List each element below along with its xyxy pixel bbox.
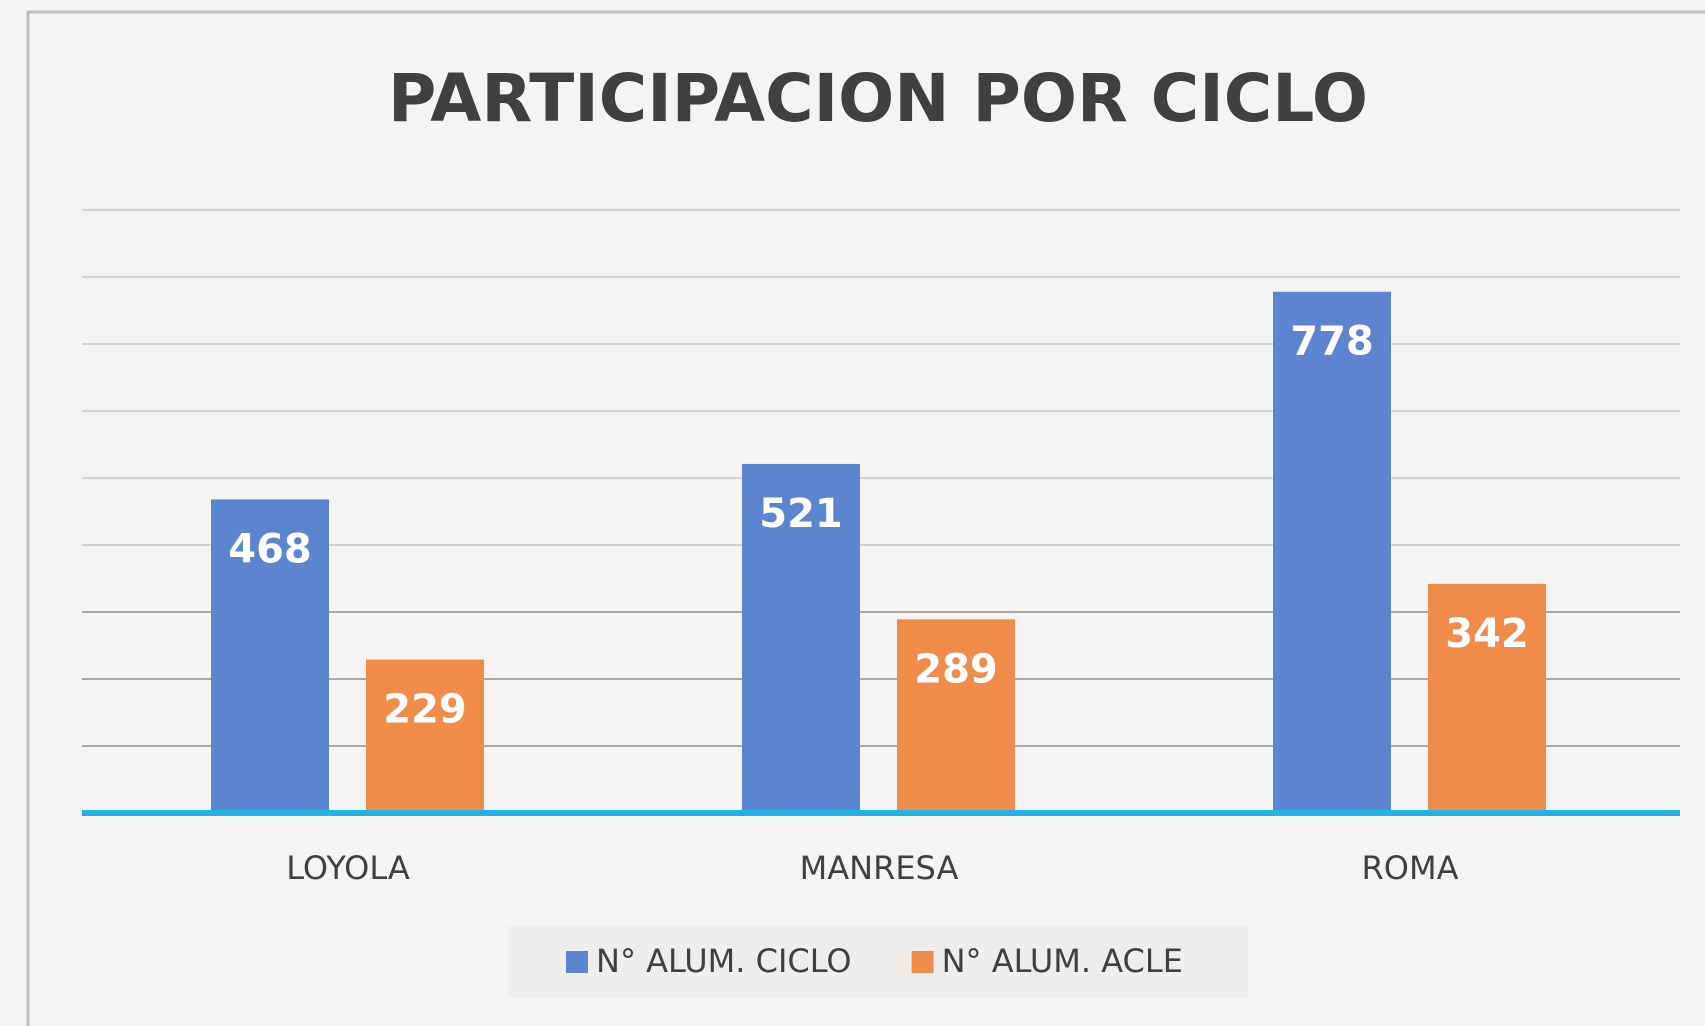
data-label: 778 <box>1290 319 1374 365</box>
data-label: 468 <box>228 526 312 572</box>
data-label: 229 <box>383 687 467 733</box>
bar <box>742 463 860 813</box>
legend-label: N° ALUM. ACLE <box>942 942 1183 980</box>
x-tick-label: LOYOLA <box>286 849 410 887</box>
chart-title: PARTICIPACION POR CICLO <box>388 60 1368 137</box>
bar <box>211 499 329 813</box>
bar <box>1273 291 1391 813</box>
bar <box>1428 583 1546 813</box>
bar <box>366 659 484 813</box>
x-tick-label: MANRESA <box>800 849 959 887</box>
legend-label: N° ALUM. CICLO <box>596 942 852 980</box>
data-label: 289 <box>914 646 998 692</box>
legend-box <box>508 926 1248 998</box>
data-label: 521 <box>759 491 843 537</box>
x-tick-label: ROMA <box>1362 849 1459 887</box>
legend-swatch <box>911 951 934 973</box>
legend-swatch <box>566 951 588 973</box>
data-label: 342 <box>1445 611 1529 657</box>
bar <box>897 619 1015 813</box>
